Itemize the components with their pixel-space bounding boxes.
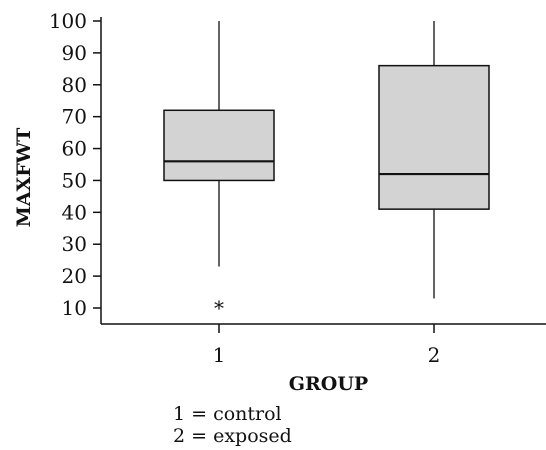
iqr-box [378, 64, 490, 210]
iqr-box [163, 109, 275, 182]
y-tick-label: 60 [62, 137, 87, 161]
y-tick-label: 40 [62, 200, 87, 224]
x-axis-title: GROUP [289, 373, 368, 395]
y-tick-label: 50 [62, 168, 87, 192]
box-group-1: * [163, 21, 275, 320]
legend-line-control: 1 = control [173, 403, 282, 425]
y-tick-label: 80 [62, 73, 87, 97]
box-group-2 [378, 21, 490, 299]
y-tick-label: 30 [62, 232, 87, 256]
y-tick-label: 20 [62, 264, 87, 288]
x-tick-label: 1 [213, 343, 226, 367]
y-tick-label: 100 [49, 9, 87, 33]
y-axis-title: MAXFWT [13, 128, 35, 227]
y-tick-label: 70 [62, 105, 87, 129]
x-tick-label: 2 [428, 343, 441, 367]
y-tick-label: 10 [62, 296, 87, 320]
legend-line-exposed: 2 = exposed [173, 425, 292, 447]
box-plot: 10 20 30 40 50 60 70 80 90 100 1 2 GROUP MAXFWT * [13, 9, 546, 395]
group-legend: 1 = control 2 = exposed [173, 403, 292, 447]
outlier-point: * [214, 296, 224, 320]
y-tick-label: 90 [62, 41, 87, 65]
